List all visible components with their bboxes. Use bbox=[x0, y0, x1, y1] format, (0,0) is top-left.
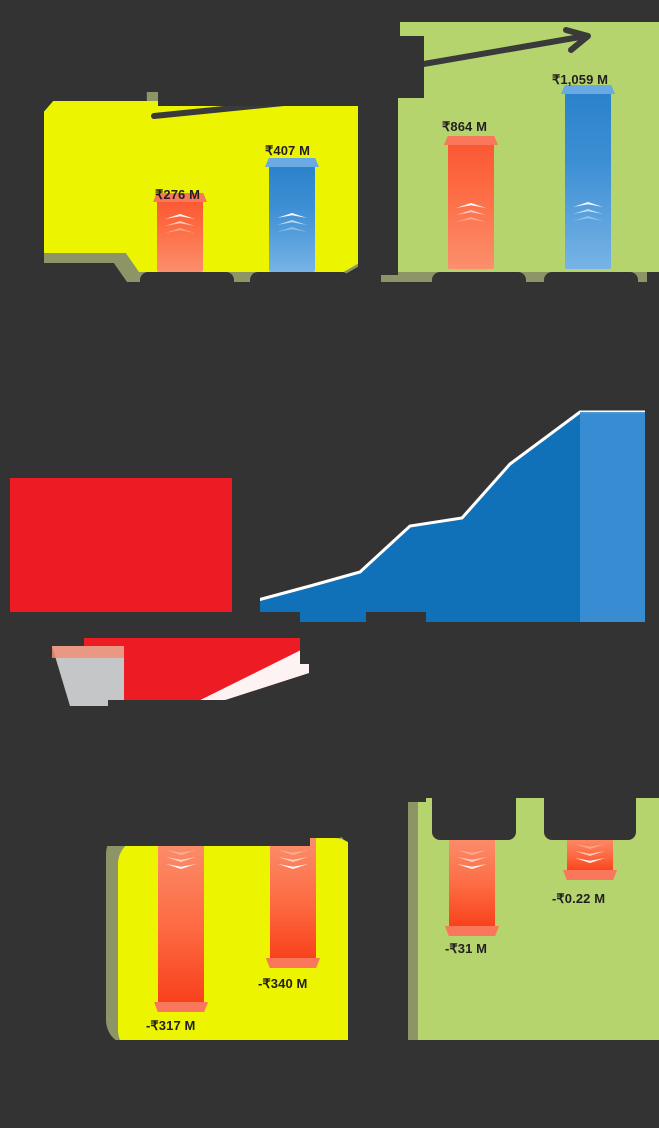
chevron-up-icon bbox=[456, 203, 486, 229]
bar-bottom-right-a bbox=[449, 836, 495, 928]
redaction-mask bbox=[544, 782, 636, 840]
bar-label-top-right-b: ₹1,059 M bbox=[552, 72, 609, 87]
bar-label-bottom-right-b: -₹0.22 M bbox=[552, 891, 606, 906]
redaction-mask bbox=[0, 612, 300, 634]
chevron-down-icon bbox=[575, 844, 605, 870]
declining-metric-block bbox=[10, 472, 232, 612]
redaction-mask bbox=[0, 1040, 659, 1128]
rising-area-chart-icon bbox=[257, 410, 645, 622]
redaction-mask bbox=[0, 388, 352, 478]
chevron-up-icon bbox=[165, 214, 195, 240]
bar-top-left-b bbox=[269, 165, 315, 272]
redaction-mask bbox=[647, 1040, 659, 1128]
redaction-mask bbox=[232, 472, 260, 612]
redaction-mask bbox=[108, 700, 308, 760]
bar-top-right-b bbox=[565, 92, 611, 269]
bar-bottom-left-a bbox=[158, 836, 204, 1004]
bar-label-bottom-left-a: -₹317 M bbox=[146, 1018, 196, 1033]
redaction-mask bbox=[430, 300, 659, 322]
right-trend-arrow-icon bbox=[409, 27, 591, 69]
bar-label-bottom-right-a: -₹31 M bbox=[445, 941, 488, 956]
chevron-down-icon bbox=[278, 850, 308, 876]
chevron-up-icon bbox=[573, 202, 603, 228]
chevron-down-icon bbox=[166, 850, 196, 876]
bar-bottom-left-b bbox=[270, 836, 316, 960]
chevron-up-icon bbox=[277, 213, 307, 239]
redaction-mask bbox=[300, 630, 659, 664]
redaction-mask bbox=[0, 612, 38, 762]
redaction-mask bbox=[366, 612, 426, 802]
chevron-down-icon bbox=[457, 850, 487, 876]
redaction-mask bbox=[0, 84, 44, 284]
redaction-mask bbox=[144, 786, 228, 838]
redaction-mask bbox=[358, 95, 398, 275]
bar-top-left-a bbox=[157, 200, 203, 272]
bar-bottom-right-b bbox=[567, 836, 613, 872]
redaction-mask bbox=[254, 786, 346, 838]
redaction-mask bbox=[158, 66, 392, 106]
redaction-mask bbox=[432, 782, 516, 840]
bar-top-right-a bbox=[448, 143, 494, 269]
bar-label-top-left-b: ₹407 M bbox=[265, 143, 311, 158]
bar-label-top-left-a: ₹276 M bbox=[155, 187, 201, 202]
bar-label-bottom-left-b: -₹340 M bbox=[258, 976, 308, 991]
bar-label-top-right-a: ₹864 M bbox=[442, 119, 488, 134]
redaction-mask bbox=[0, 0, 659, 22]
